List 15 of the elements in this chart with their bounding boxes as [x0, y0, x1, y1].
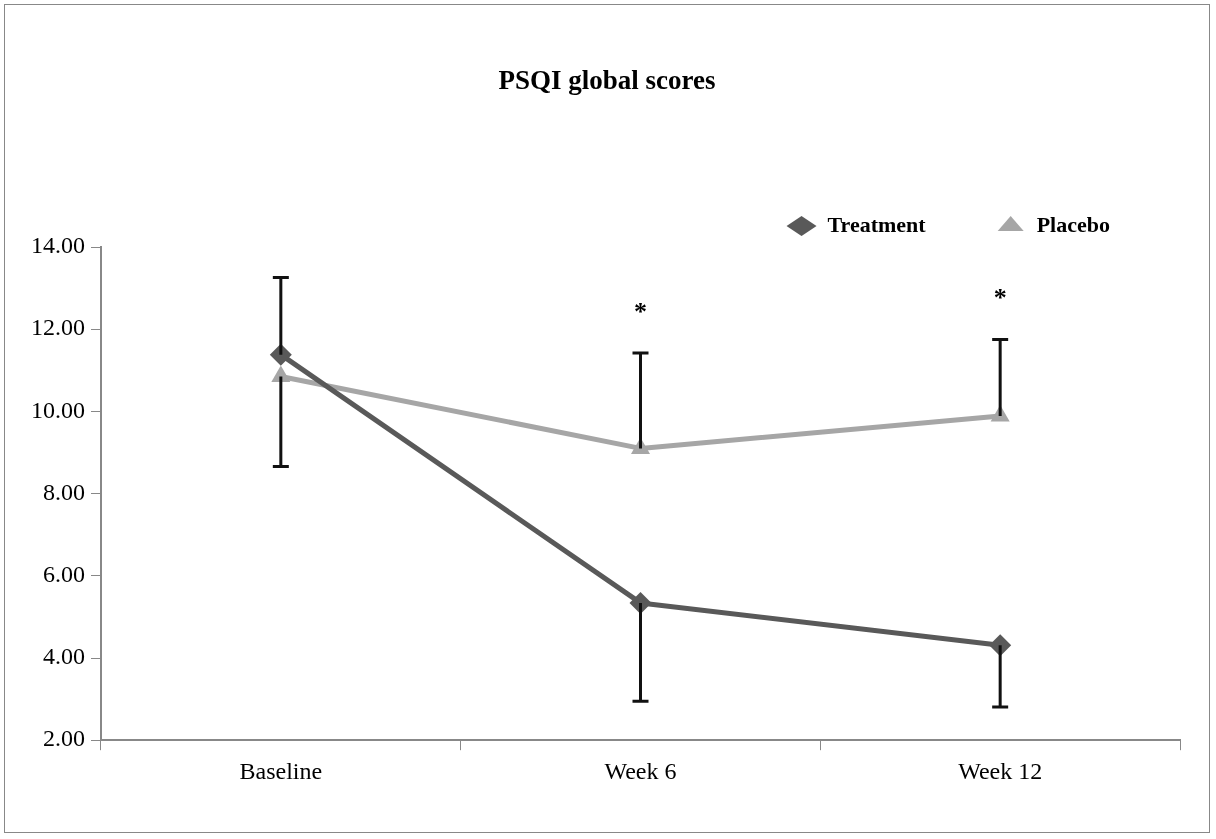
- x-tick-label: Baseline: [239, 757, 323, 784]
- y-tick-label: 14.00: [31, 232, 85, 259]
- y-tick-label: 2.00: [43, 725, 85, 752]
- annotation: *: [634, 296, 647, 326]
- y-tick-label: 12.00: [31, 314, 85, 341]
- legend-label: Treatment: [827, 211, 927, 237]
- annotation: *: [993, 283, 1007, 313]
- legend-label: Placebo: [1036, 211, 1111, 237]
- y-tick-label: 10.00: [31, 396, 85, 423]
- y-tick-label: 8.00: [43, 478, 85, 505]
- x-tick-label: Week 12: [958, 757, 1043, 784]
- x-tick-label: Week 6: [604, 757, 677, 784]
- y-tick-label: 4.00: [43, 643, 85, 670]
- y-tick-label: 6.00: [43, 561, 85, 588]
- chart-title: PSQI global scores: [497, 65, 717, 96]
